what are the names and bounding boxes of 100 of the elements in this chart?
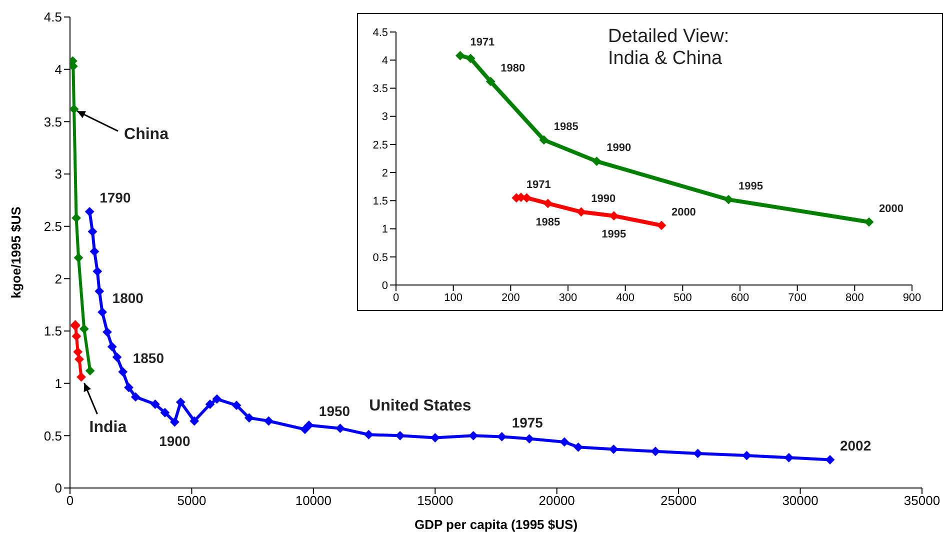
point (574, 442, 583, 452)
point (86, 366, 95, 376)
point (90, 246, 99, 256)
x-tick-label: 900 (902, 292, 922, 304)
y-tick-label: 1 (382, 224, 388, 236)
annotation: 2000 (879, 202, 904, 215)
x-tick-label: 20000 (538, 493, 575, 508)
point (784, 453, 794, 462)
annotation: 1985 (554, 120, 578, 133)
x-tick-label: 800 (845, 292, 864, 304)
point (264, 416, 274, 426)
point (76, 372, 86, 382)
point (94, 286, 104, 296)
series-label: United States (369, 397, 472, 414)
point (160, 408, 170, 418)
x-tick-label: 0 (66, 493, 74, 508)
y-tick-label: 0 (382, 280, 388, 292)
point (124, 383, 134, 392)
x-tick-label: 600 (730, 292, 750, 304)
y-tick-label: 4.5 (44, 10, 62, 25)
annotation: 1990 (591, 192, 616, 205)
annotation: 1850 (132, 350, 164, 366)
x-tick-label: 100 (444, 292, 463, 304)
point (468, 431, 478, 440)
annotation: 1990 (606, 142, 632, 154)
point (560, 437, 569, 446)
point (176, 398, 186, 407)
point (524, 434, 534, 444)
point (592, 156, 602, 166)
point (304, 420, 314, 430)
y-tick-label: 2 (54, 271, 62, 286)
y-tick-label: 3.5 (44, 114, 62, 130)
x-tick-label: 200 (501, 292, 520, 304)
x-tick-label: 400 (616, 292, 635, 304)
point (70, 104, 79, 114)
annotation: 1980 (500, 62, 526, 74)
y-tick-label: 0.5 (372, 252, 388, 264)
point (486, 76, 496, 86)
y-tick-label: 2.5 (44, 218, 62, 234)
point (88, 227, 98, 236)
point (108, 342, 117, 352)
annotation: 1790 (100, 190, 131, 206)
point (466, 54, 476, 63)
annotation: 1995 (738, 180, 764, 192)
annotation: 1800 (112, 290, 144, 306)
y-tick-label: 3.5 (372, 83, 388, 96)
point (693, 448, 702, 458)
point (336, 424, 345, 433)
point (742, 451, 752, 460)
point (131, 392, 140, 402)
y-tick-label: 0.5 (44, 428, 62, 444)
x-tick-label: 15000 (417, 493, 454, 508)
point (456, 51, 465, 60)
y-tick-label: 1.5 (372, 196, 388, 208)
x-tick-label: 10000 (295, 493, 332, 508)
annotation: 1971 (470, 36, 495, 49)
y-tick-label: 1.5 (44, 324, 62, 339)
annotation: 2002 (840, 438, 872, 454)
point (364, 430, 374, 440)
x-tick-label: 30000 (782, 493, 818, 508)
y-tick-label: 4 (382, 55, 388, 68)
y-tick-label: 4.5 (372, 26, 388, 39)
x-tick-label: 500 (673, 292, 692, 304)
point (98, 308, 107, 317)
text: India (89, 419, 127, 436)
x-tick-label: 25000 (660, 493, 697, 508)
point (206, 400, 215, 409)
y-tick-label: 3 (382, 111, 388, 124)
annotation: 1950 (318, 403, 350, 420)
point (112, 352, 122, 362)
y-tick-label: 0 (54, 480, 62, 496)
point (430, 433, 440, 442)
point (85, 207, 94, 216)
x-tick-label: 35000 (904, 493, 940, 508)
y-tick-label: 4 (54, 62, 62, 77)
x-axis-title: GDP per capita (1995 $US) (414, 517, 578, 532)
point (650, 446, 660, 456)
point (190, 416, 199, 426)
annotation: 1900 (159, 433, 190, 449)
point (74, 253, 84, 262)
point (724, 195, 734, 204)
point (74, 354, 84, 364)
text: China (124, 126, 169, 144)
annotation: 1975 (512, 414, 544, 431)
x-tick-label: 300 (558, 292, 578, 304)
y-tick-label: 2.5 (372, 139, 388, 152)
chart-title: Detailed View: India & China (608, 26, 730, 70)
point (543, 198, 552, 208)
y-tick-label: 2 (382, 167, 388, 180)
point (539, 135, 548, 144)
x-tick-label: 0 (392, 292, 400, 304)
point (864, 218, 874, 227)
point (212, 394, 222, 404)
point (80, 324, 89, 334)
x-tick-label: 5000 (177, 493, 206, 508)
y-tick-label: 3 (54, 166, 62, 182)
annotation: 1995 (602, 228, 626, 241)
y-axis-title: kgoe/1995 $US (8, 206, 24, 298)
point (170, 418, 180, 427)
annotation: 1985 (536, 216, 560, 228)
